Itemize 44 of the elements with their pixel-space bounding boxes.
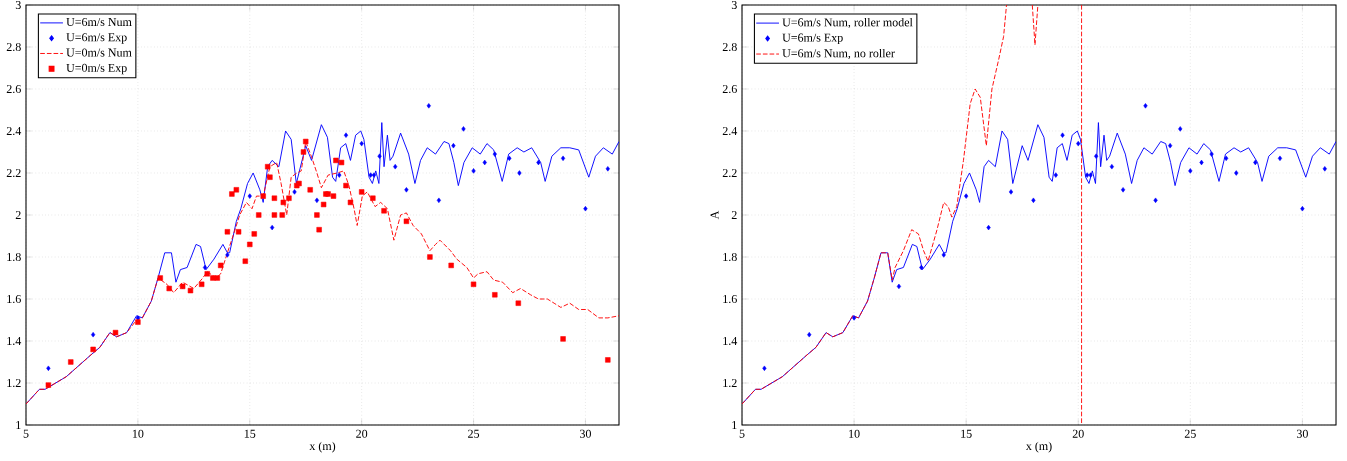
y-tick-label: 1.2	[7, 378, 21, 388]
y-tick-label: 1.8	[7, 252, 21, 262]
x-tick-label: 20	[356, 429, 368, 438]
y-tick-label: 2.6	[6, 84, 21, 94]
y-tick-label: 2	[731, 211, 737, 219]
legend-label: U=6m/s Exp	[782, 33, 843, 45]
y-tick-label: 3	[731, 0, 737, 10]
legend-label: U=6m/s Num, no roller	[782, 48, 895, 60]
y-tick-label: 1	[732, 421, 737, 429]
x-tick-label: 10	[132, 429, 144, 438]
x-tick-label: 30	[580, 429, 591, 438]
x-tick-label: 15	[244, 429, 256, 438]
x-tick-label: 30	[1296, 429, 1308, 438]
y-tick-label: 2.6	[722, 84, 737, 94]
y-tick-label: 1.6	[723, 294, 737, 304]
legend-label: U=6m/s Num, roller model	[782, 17, 913, 29]
y-tick-label: 2.8	[722, 42, 737, 52]
x-tick-label: 25	[468, 429, 480, 438]
legend-label: U=0m/s Num	[66, 48, 132, 57]
x-tick-label: 20	[1072, 429, 1084, 438]
legend-label: U=0m/s Exp	[66, 63, 127, 75]
x-tick-label: 5	[23, 429, 29, 438]
legend-label: U=6m/s Num	[66, 17, 132, 26]
y-tick-label: 1.6	[7, 294, 21, 304]
legend-label: U=6m/s Exp	[66, 33, 127, 44]
y-tick-label: 1.4	[723, 336, 738, 346]
x-tick-label: 10	[849, 429, 860, 438]
y-tick-label: 1.8	[723, 252, 737, 262]
x-tick-label: 25	[1184, 429, 1196, 438]
x-axis-title: x (m)	[1025, 441, 1052, 453]
y-tick-label: 2.4	[6, 126, 22, 136]
y-tick-label: 2.2	[722, 168, 737, 178]
y-tick-label: 2.4	[722, 126, 738, 136]
y-tick-label: 2	[15, 211, 21, 219]
y-tick-label: 2.8	[6, 42, 21, 52]
y-axis-title: A	[710, 210, 719, 220]
y-tick-label: 1	[16, 421, 21, 429]
y-tick-label: 2.2	[6, 168, 21, 178]
x-tick-label: 15	[961, 429, 972, 438]
y-tick-label: 3	[15, 0, 21, 10]
y-tick-label: 1.2	[723, 378, 737, 388]
x-tick-label: 5	[739, 429, 745, 438]
x-axis-title: x (m)	[309, 441, 336, 453]
y-tick-label: 1.4	[7, 336, 22, 346]
